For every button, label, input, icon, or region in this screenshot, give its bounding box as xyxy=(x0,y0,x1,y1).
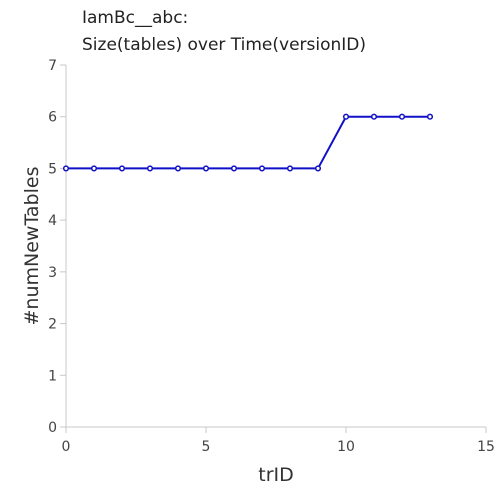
data-point xyxy=(118,165,126,172)
chart-title-line-1: IamBc__abc: xyxy=(82,8,188,28)
data-point xyxy=(202,165,210,172)
x-tick-label: 10 xyxy=(337,439,355,455)
y-tick-label: 5 xyxy=(48,161,57,177)
data-point xyxy=(370,113,378,120)
y-tick-label: 0 xyxy=(48,420,57,436)
data-point xyxy=(146,165,154,172)
x-axis-ticks: 0 5 10 15 xyxy=(62,427,495,455)
x-tick-label: 0 xyxy=(62,439,71,455)
y-axis-ticks: 0 1 2 3 4 5 6 7 xyxy=(48,58,66,436)
data-point xyxy=(258,165,266,172)
series-line xyxy=(66,115,430,170)
data-point xyxy=(62,165,70,172)
data-point xyxy=(90,165,98,172)
data-point xyxy=(286,165,294,172)
x-axis-title: trID xyxy=(258,464,294,486)
data-point xyxy=(174,165,182,172)
y-tick-label: 1 xyxy=(48,368,57,384)
y-tick-label: 6 xyxy=(48,110,57,126)
y-tick-label: 2 xyxy=(48,317,57,333)
data-point xyxy=(398,113,406,120)
chart-title: IamBc__abc: Size(tables) over Time(versi… xyxy=(82,8,366,55)
x-tick-label: 5 xyxy=(202,439,211,455)
series-layer xyxy=(62,113,434,172)
y-tick-label: 7 xyxy=(48,58,57,74)
y-axis-title: #numNewTables xyxy=(21,167,43,326)
x-tick-label: 15 xyxy=(477,439,495,455)
data-point xyxy=(230,165,238,172)
data-point xyxy=(342,113,350,120)
y-tick-label: 3 xyxy=(48,265,57,281)
y-tick-label: 4 xyxy=(48,213,57,229)
data-point xyxy=(426,113,434,120)
chart-title-line-2: Size(tables) over Time(versionID) xyxy=(82,35,366,55)
data-point xyxy=(314,165,322,172)
